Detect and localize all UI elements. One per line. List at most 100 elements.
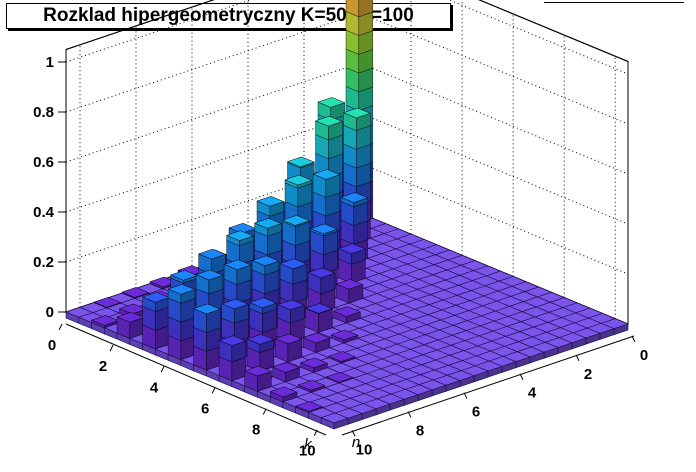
z-tick-label: 0.2 bbox=[33, 254, 54, 271]
bar-top bbox=[276, 299, 306, 311]
bar-top bbox=[294, 401, 324, 412]
bar bbox=[269, 386, 298, 403]
bar-top bbox=[246, 334, 275, 345]
bar-top bbox=[271, 362, 301, 373]
top-back-edge-left bbox=[65, 0, 215, 50]
top-back-edge-right bbox=[478, 0, 629, 62]
z-tick-label: 0 bbox=[46, 304, 54, 321]
bar-top bbox=[327, 351, 357, 362]
bar-top bbox=[251, 255, 280, 267]
k-tick bbox=[262, 408, 267, 415]
bar bbox=[90, 315, 120, 329]
n-tick bbox=[463, 392, 468, 399]
bar bbox=[337, 243, 367, 284]
bar bbox=[304, 303, 334, 333]
bar-top bbox=[302, 332, 331, 344]
bar bbox=[218, 335, 247, 381]
chart-title-text: Rozklad hipergeometryczny K=50, N=100 bbox=[43, 5, 414, 26]
bar bbox=[141, 292, 171, 350]
bar-top bbox=[192, 303, 222, 315]
z-tick-label: 0.6 bbox=[33, 154, 54, 171]
bar-top bbox=[223, 259, 252, 270]
z-tick-label: 0.4 bbox=[33, 204, 55, 221]
k-tick bbox=[58, 323, 63, 331]
bar-top bbox=[304, 303, 334, 314]
k-tick-label: 4 bbox=[150, 379, 159, 396]
bar-top bbox=[195, 269, 224, 281]
bar-top bbox=[141, 292, 171, 303]
bar-face-right bbox=[358, 0, 373, 18]
bar-top bbox=[281, 215, 311, 226]
bar-top bbox=[299, 357, 329, 369]
chart-title: Rozklad hipergeometryczny K=50, N=100 bbox=[6, 3, 451, 29]
bar-top bbox=[274, 333, 303, 345]
bar-top bbox=[309, 223, 339, 235]
n-tick bbox=[351, 430, 356, 437]
bar-top bbox=[243, 365, 273, 377]
bars-group bbox=[90, 0, 373, 413]
bar bbox=[121, 287, 150, 299]
bar-top bbox=[330, 329, 359, 341]
k-axis-title: k bbox=[304, 436, 313, 453]
bar-top bbox=[312, 169, 341, 180]
bar bbox=[297, 379, 326, 393]
n-tick bbox=[575, 354, 580, 362]
n-tick bbox=[631, 335, 636, 343]
n-tick-label: 6 bbox=[472, 404, 480, 421]
bar-top bbox=[225, 230, 255, 241]
bar-top bbox=[332, 306, 362, 317]
k-tick bbox=[160, 366, 165, 373]
bar-top bbox=[253, 218, 283, 229]
bar-top bbox=[218, 335, 247, 346]
bar bbox=[294, 401, 324, 413]
axes-group bbox=[58, 49, 636, 437]
bar bbox=[335, 279, 364, 304]
bar-top bbox=[256, 196, 285, 207]
n-tick-label: 2 bbox=[584, 366, 592, 383]
bar-top bbox=[314, 115, 344, 127]
z-tick-label: 1 bbox=[46, 54, 54, 71]
k-tick bbox=[109, 344, 114, 352]
bar bbox=[327, 351, 357, 364]
k-tick bbox=[313, 429, 318, 436]
bar bbox=[307, 267, 336, 313]
k-axis bbox=[65, 323, 327, 436]
k-tick-label: 6 bbox=[201, 400, 209, 417]
bar bbox=[93, 297, 122, 309]
bar-top bbox=[284, 174, 313, 186]
bar bbox=[116, 311, 145, 339]
bar-top bbox=[279, 258, 308, 270]
floor-edge bbox=[333, 417, 349, 430]
n-axis-title: n bbox=[352, 434, 360, 451]
bar-top bbox=[90, 315, 120, 326]
stats-box-edge bbox=[544, 2, 684, 3]
bar-top bbox=[317, 97, 346, 108]
k-tick-label: 10 bbox=[299, 443, 316, 460]
n-tick-label: 0 bbox=[640, 347, 648, 364]
bar bbox=[167, 284, 196, 360]
k-tick bbox=[211, 387, 216, 394]
bar-top bbox=[220, 298, 250, 310]
bar bbox=[299, 357, 329, 373]
bar bbox=[332, 306, 362, 324]
bar-top bbox=[286, 156, 316, 168]
bar-top bbox=[116, 311, 145, 323]
z-tick-label: 0.8 bbox=[33, 104, 54, 121]
bar-top bbox=[307, 267, 336, 279]
n-tick-label: 10 bbox=[356, 441, 373, 458]
bar bbox=[246, 334, 275, 372]
n-axis bbox=[341, 335, 635, 436]
bar-top bbox=[248, 297, 278, 309]
bar-face-left bbox=[345, 0, 359, 18]
bar-top bbox=[335, 279, 364, 290]
bar-top bbox=[167, 284, 196, 295]
bar-top bbox=[340, 192, 369, 203]
bar-top bbox=[169, 270, 199, 281]
bar-top bbox=[325, 372, 354, 383]
bar bbox=[192, 303, 222, 371]
bar-top bbox=[121, 287, 150, 298]
bar bbox=[330, 329, 359, 344]
bar-top bbox=[93, 297, 122, 308]
